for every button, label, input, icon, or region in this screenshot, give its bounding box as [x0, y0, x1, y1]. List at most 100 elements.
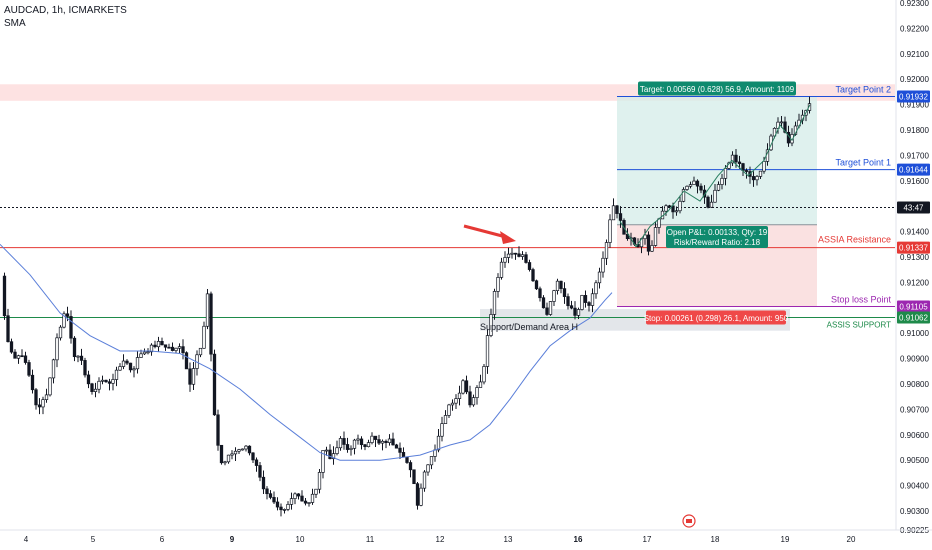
candle-body: [86, 374, 91, 385]
candle-body: [279, 506, 283, 511]
candle-body: [758, 170, 763, 177]
candle-body: [688, 184, 693, 187]
time-tick-9: 9: [230, 535, 235, 544]
candle-body: [643, 234, 647, 240]
candle-body: [412, 469, 416, 485]
candle-body: [135, 357, 140, 370]
candle-body: [671, 205, 675, 213]
candle-body: [247, 445, 252, 454]
price-tick-17: 0.90600: [900, 431, 929, 440]
candle-body: [107, 381, 112, 384]
price-tick-20: 0.90300: [900, 507, 929, 516]
candle-body: [692, 180, 696, 185]
candle-body: [664, 205, 668, 212]
zone-label: Support/Demand Area H: [480, 322, 578, 332]
candle-body: [272, 497, 276, 503]
price-tick-7: 0.91600: [900, 177, 929, 186]
candle-body: [506, 253, 511, 258]
candle-body: [184, 352, 189, 370]
candle-body: [713, 189, 717, 203]
candle-body: [762, 161, 766, 172]
candle-body: [384, 440, 388, 444]
candle-body: [244, 445, 248, 450]
candle-body: [177, 346, 182, 349]
candle-body: [331, 453, 336, 460]
candle-body: [450, 402, 455, 406]
target-2-price-tag: 0.91932: [899, 92, 928, 101]
candle-body: [475, 387, 479, 398]
candle-body: [422, 471, 427, 489]
resistance-price-tag-bg: [897, 241, 930, 254]
candle-body: [597, 271, 602, 284]
resistance-price-tag: 0.91337: [899, 244, 928, 253]
candle-body: [9, 341, 14, 353]
candle-body: [594, 282, 598, 295]
countdown-tag: 43:47: [903, 203, 924, 212]
time-tick-17: 17: [643, 535, 652, 544]
candle-body: [160, 341, 164, 346]
candle-body: [20, 355, 24, 358]
candle-body: [510, 252, 514, 255]
candle-body: [62, 313, 66, 328]
candle-body: [16, 355, 21, 359]
candle-body: [709, 201, 714, 208]
candle-body: [608, 219, 612, 243]
stop-info-label-bg: [646, 310, 786, 325]
candle-body: [338, 438, 343, 449]
time-tick-12: 12: [436, 535, 445, 544]
candle-body: [90, 383, 94, 392]
candle-body: [695, 180, 700, 187]
candle-body: [132, 368, 136, 371]
price-tick-10: 0.91300: [900, 253, 929, 262]
time-tick-18: 18: [711, 535, 720, 544]
candle-body: [27, 362, 31, 376]
candle-body: [699, 185, 703, 191]
price-tick-13: 0.91000: [900, 329, 929, 338]
candle-body: [55, 337, 59, 361]
candle-body: [97, 380, 101, 390]
candle-body: [268, 493, 273, 498]
candle-body: [545, 307, 549, 315]
candle-body: [303, 500, 308, 504]
candle-body: [237, 449, 241, 452]
candle-body: [230, 453, 234, 456]
candle-body: [30, 374, 35, 391]
time-tick-13: 13: [504, 535, 513, 544]
candle-body: [212, 353, 217, 416]
profit-zone: [617, 96, 817, 225]
candle-body: [674, 210, 679, 213]
price-tick-11: 0.91200: [900, 278, 929, 287]
candle-body: [258, 465, 262, 478]
candle-body: [121, 360, 126, 367]
candle-body: [394, 444, 399, 449]
candle-body: [111, 379, 115, 384]
red-arrow-shaft: [463, 224, 507, 239]
stop-price-tag-bg: [897, 300, 930, 313]
support-label: ASSIS SUPPORT: [827, 320, 891, 329]
candle-body: [240, 448, 245, 451]
candle-body: [289, 498, 294, 505]
candle-body: [601, 257, 605, 273]
candle-body: [604, 242, 609, 259]
candle-body: [454, 398, 458, 404]
time-tick-20: 20: [847, 535, 856, 544]
candle-body: [555, 280, 560, 291]
price-tick-16: 0.90700: [900, 405, 929, 414]
candle-body: [23, 355, 28, 363]
candle-body: [163, 344, 168, 348]
candle-body: [65, 313, 70, 317]
candle-body: [153, 344, 157, 348]
rr-label: Risk/Reward Ratio: 2.18: [674, 238, 761, 247]
candle-body: [282, 509, 287, 511]
candle-body: [408, 462, 413, 471]
candle-body: [559, 280, 563, 289]
candle-body: [118, 366, 122, 371]
time-axis: 4 5 6 9 10 11 12 13 16 17 18 19 20: [0, 514, 932, 544]
price-tick-3: 0.92000: [900, 75, 929, 84]
candle-body: [573, 307, 577, 316]
candle-body: [209, 293, 213, 355]
price-tick-15: 0.90800: [900, 380, 929, 389]
candle-body: [314, 488, 318, 495]
candle-body: [730, 154, 735, 164]
